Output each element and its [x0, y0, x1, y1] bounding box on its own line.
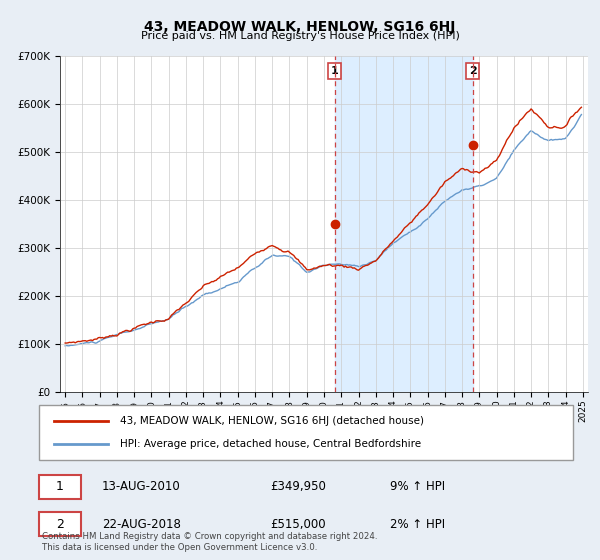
Text: 2: 2 [56, 518, 64, 531]
FancyBboxPatch shape [39, 475, 81, 499]
Text: 22-AUG-2018: 22-AUG-2018 [102, 518, 181, 531]
Text: HPI: Average price, detached house, Central Bedfordshire: HPI: Average price, detached house, Cent… [120, 439, 421, 449]
Text: 43, MEADOW WALK, HENLOW, SG16 6HJ: 43, MEADOW WALK, HENLOW, SG16 6HJ [145, 20, 455, 34]
FancyBboxPatch shape [39, 405, 573, 460]
Text: 43, MEADOW WALK, HENLOW, SG16 6HJ (detached house): 43, MEADOW WALK, HENLOW, SG16 6HJ (detac… [120, 416, 424, 426]
Text: 13-AUG-2010: 13-AUG-2010 [102, 480, 181, 493]
Text: 9% ↑ HPI: 9% ↑ HPI [390, 480, 445, 493]
Text: 2% ↑ HPI: 2% ↑ HPI [390, 518, 445, 531]
Text: £515,000: £515,000 [270, 518, 326, 531]
Text: 2: 2 [469, 66, 476, 76]
Text: Contains HM Land Registry data © Crown copyright and database right 2024.
This d: Contains HM Land Registry data © Crown c… [42, 533, 377, 552]
Text: 1: 1 [56, 480, 64, 493]
Text: 1: 1 [331, 66, 338, 76]
Bar [335, 56, 473, 392]
Text: £349,950: £349,950 [270, 480, 326, 493]
Text: Price paid vs. HM Land Registry's House Price Index (HPI): Price paid vs. HM Land Registry's House … [140, 31, 460, 41]
FancyBboxPatch shape [39, 512, 81, 536]
